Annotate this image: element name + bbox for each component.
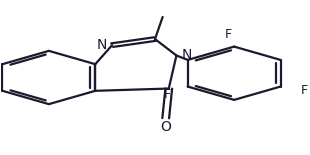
Text: F: F — [225, 28, 232, 41]
Text: N: N — [96, 38, 107, 52]
Text: F: F — [164, 88, 171, 101]
Text: F: F — [301, 84, 308, 97]
Text: N: N — [181, 48, 192, 62]
Text: O: O — [160, 120, 171, 134]
